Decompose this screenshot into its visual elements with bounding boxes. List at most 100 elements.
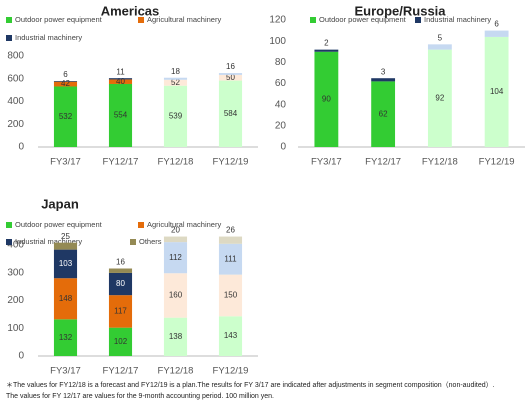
bar-segment bbox=[218, 74, 243, 81]
y-tick-label: 100 bbox=[7, 323, 24, 334]
legend-swatch bbox=[6, 17, 12, 23]
x-tick-label: FY12/19 bbox=[213, 366, 249, 377]
y-tick-label: 400 bbox=[7, 96, 24, 107]
y-tick-label: 200 bbox=[7, 119, 24, 130]
legend-swatch bbox=[130, 239, 136, 245]
bar-segment bbox=[53, 81, 78, 87]
y-tick-label: 200 bbox=[7, 295, 24, 306]
bar-segment bbox=[53, 319, 78, 356]
data-label: 50 bbox=[226, 73, 235, 82]
bar-segment bbox=[371, 78, 396, 82]
chart-title: Europe/Russia bbox=[354, 3, 446, 18]
data-label: 80 bbox=[116, 279, 125, 288]
y-tick-label: 800 bbox=[7, 51, 24, 62]
bar-segment bbox=[218, 243, 243, 275]
legend-swatch bbox=[138, 17, 144, 23]
data-label: 138 bbox=[169, 332, 183, 341]
bar-segment bbox=[218, 73, 243, 75]
bar-segment bbox=[427, 44, 452, 50]
bar-segment bbox=[371, 81, 396, 147]
data-label: 6 bbox=[494, 20, 499, 29]
data-label: 554 bbox=[114, 111, 128, 120]
bar-segment bbox=[163, 85, 188, 147]
data-label: 143 bbox=[224, 331, 238, 340]
data-label: 2 bbox=[324, 39, 329, 48]
x-tick-label: FY12/18 bbox=[158, 157, 194, 168]
x-tick-label: FY12/18 bbox=[422, 157, 458, 168]
bar-segment bbox=[218, 236, 243, 244]
y-tick-label: 40 bbox=[275, 99, 287, 110]
x-tick-label: FY12/19 bbox=[479, 157, 515, 168]
data-label: 6 bbox=[63, 70, 68, 79]
y-tick-label: 400 bbox=[7, 240, 24, 251]
data-label: 92 bbox=[435, 93, 444, 102]
bar-segment bbox=[163, 317, 188, 356]
bar-segment bbox=[163, 242, 188, 274]
data-label: 20 bbox=[171, 226, 180, 235]
data-label: 584 bbox=[224, 109, 238, 118]
bar-segment bbox=[314, 49, 339, 52]
data-label: 16 bbox=[226, 62, 235, 71]
legend-swatch bbox=[6, 222, 12, 228]
legend-label: Industrial machinery bbox=[15, 33, 82, 42]
legend-label: Outdoor power equipment bbox=[319, 15, 407, 24]
y-tick-label: 100 bbox=[269, 36, 286, 47]
x-tick-label: FY12/17 bbox=[103, 366, 139, 377]
data-label: 90 bbox=[322, 94, 331, 103]
y-tick-label: 0 bbox=[18, 142, 24, 153]
x-tick-label: FY12/18 bbox=[158, 366, 194, 377]
data-label: 5 bbox=[438, 33, 443, 42]
data-label: 3 bbox=[381, 67, 386, 76]
chart-title: Japan bbox=[41, 196, 79, 211]
y-tick-label: 60 bbox=[275, 78, 287, 89]
data-label: 117 bbox=[114, 307, 127, 316]
legend-label: Agricultural machinery bbox=[147, 15, 221, 24]
legend-swatch bbox=[6, 239, 12, 245]
y-tick-label: 600 bbox=[7, 73, 24, 84]
bar-segment bbox=[108, 295, 133, 328]
data-label: 103 bbox=[59, 259, 73, 268]
x-tick-label: FY3/17 bbox=[311, 157, 342, 168]
x-tick-label: FY3/17 bbox=[50, 366, 81, 377]
data-label: 42 bbox=[61, 79, 70, 88]
data-label: 132 bbox=[59, 333, 73, 342]
data-label: 111 bbox=[224, 254, 237, 263]
bar-segment bbox=[53, 242, 78, 250]
bar-segment bbox=[163, 273, 188, 318]
x-tick-label: FY3/17 bbox=[50, 157, 81, 168]
bar-segment bbox=[218, 80, 243, 147]
data-label: 102 bbox=[114, 337, 128, 346]
data-label: 18 bbox=[171, 67, 180, 76]
bar-segment bbox=[108, 78, 133, 80]
data-label: 150 bbox=[224, 291, 238, 300]
bar-segment bbox=[53, 249, 78, 279]
bar-segment bbox=[53, 86, 78, 147]
bar-segment bbox=[427, 49, 452, 148]
bar-segment bbox=[314, 51, 339, 147]
legend-label: Others bbox=[139, 237, 162, 246]
x-tick-label: FY12/17 bbox=[365, 157, 401, 168]
y-tick-label: 80 bbox=[275, 57, 287, 68]
bar-segment bbox=[108, 272, 133, 296]
bar-segment bbox=[108, 268, 133, 273]
data-label: 25 bbox=[61, 232, 70, 241]
legend-label: Agricultural machinery bbox=[147, 220, 221, 229]
y-tick-label: 0 bbox=[280, 142, 286, 153]
x-tick-label: FY12/19 bbox=[213, 157, 249, 168]
data-label: 16 bbox=[116, 258, 125, 267]
bar-segment bbox=[53, 81, 78, 82]
bar-segment bbox=[163, 79, 188, 86]
data-label: 148 bbox=[59, 294, 73, 303]
data-label: 52 bbox=[171, 78, 180, 87]
data-label: 539 bbox=[169, 111, 183, 120]
y-tick-label: 120 bbox=[269, 15, 286, 26]
data-label: 40 bbox=[116, 77, 125, 86]
data-label: 62 bbox=[379, 109, 388, 118]
legend-swatch bbox=[310, 17, 316, 23]
bar-segment bbox=[163, 77, 188, 80]
legend-label: Outdoor power equipment bbox=[15, 220, 103, 229]
y-tick-label: 300 bbox=[7, 267, 24, 278]
bar-segment bbox=[108, 327, 133, 356]
bar-segment bbox=[108, 83, 133, 147]
